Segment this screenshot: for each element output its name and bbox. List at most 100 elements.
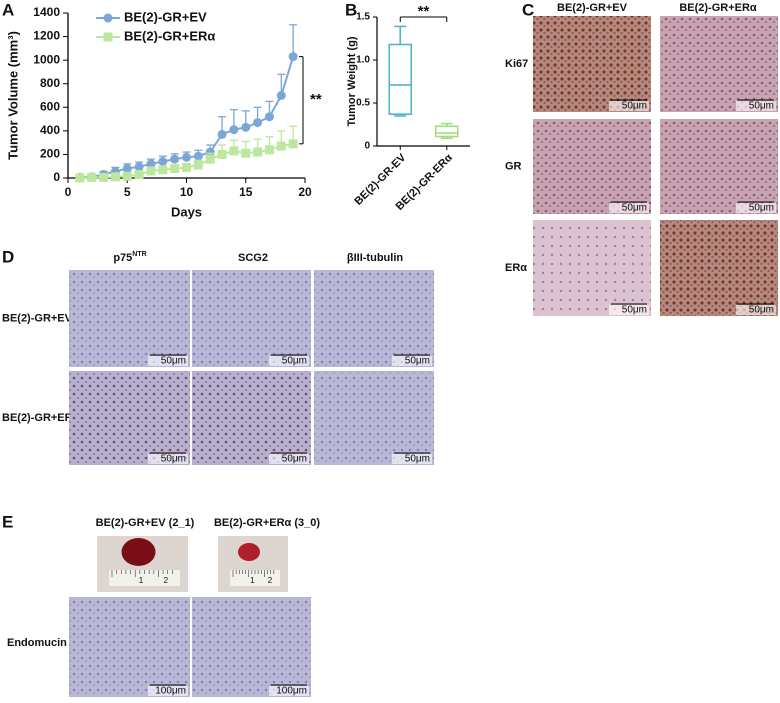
marker bbox=[146, 166, 156, 176]
marker bbox=[276, 141, 286, 151]
marker bbox=[229, 146, 239, 156]
micrograph bbox=[69, 371, 190, 465]
column-text: βIII-tubulin bbox=[347, 252, 403, 264]
significance-label: ** bbox=[418, 3, 430, 20]
micrograph bbox=[660, 119, 778, 214]
x-axis-label: Days bbox=[171, 204, 202, 219]
x-tick-label: 20 bbox=[298, 185, 312, 199]
panel-letter: A bbox=[2, 0, 14, 19]
marker bbox=[182, 152, 191, 162]
column-label: BE(2)-GR+ERα bbox=[679, 2, 757, 14]
scale-label: 50μm bbox=[282, 356, 307, 367]
panel-letter: B bbox=[345, 0, 357, 19]
micrograph bbox=[660, 220, 778, 316]
micrograph bbox=[314, 270, 434, 367]
panel-letter: C bbox=[522, 0, 534, 19]
y-tick-label: 1400 bbox=[33, 5, 60, 19]
marker bbox=[170, 154, 180, 164]
micrograph bbox=[192, 371, 311, 465]
scale-bg bbox=[148, 454, 188, 464]
row-label: ERα bbox=[505, 262, 527, 274]
marker bbox=[193, 151, 203, 161]
marker bbox=[158, 157, 168, 166]
scale-label: 100μm bbox=[155, 686, 186, 697]
column-superscript: NTR bbox=[132, 251, 146, 258]
x-tick-label: 15 bbox=[239, 185, 253, 199]
scale-label: 50μm bbox=[405, 454, 430, 465]
ruler-label: 2 bbox=[164, 576, 169, 585]
marker bbox=[110, 172, 120, 182]
box bbox=[388, 43, 413, 115]
scale-bg bbox=[736, 305, 776, 315]
column-label: BE(2)-GR+ERα (3_0) bbox=[214, 517, 320, 529]
row-label: BE(2)-GR+ERα bbox=[2, 412, 80, 424]
column-label: BE(2)-GR+EV bbox=[557, 2, 628, 14]
y-tick-label: 1.5 bbox=[356, 12, 370, 23]
scale-bg bbox=[736, 101, 776, 111]
scale-label: 50μm bbox=[749, 101, 774, 112]
marker bbox=[217, 149, 227, 159]
scale-label: 50μm bbox=[405, 356, 430, 367]
scale-bg bbox=[148, 356, 188, 366]
legend-label: BE(2)-GR+EV bbox=[124, 9, 207, 24]
marker bbox=[134, 162, 144, 172]
column-label: βIII-tubulin bbox=[347, 252, 403, 264]
marker bbox=[99, 172, 109, 182]
marker bbox=[182, 162, 191, 172]
y-tick-label: 400 bbox=[40, 123, 60, 137]
marker bbox=[241, 148, 251, 158]
x-tick-label: 10 bbox=[180, 185, 194, 199]
scale-bg bbox=[392, 356, 432, 366]
marker bbox=[288, 139, 298, 149]
y-tick-label: 1200 bbox=[33, 29, 60, 43]
marker bbox=[276, 91, 286, 100]
legend-marker bbox=[103, 32, 113, 42]
column-label: SCG2 bbox=[238, 252, 268, 264]
marker bbox=[205, 154, 215, 164]
row-label: Endomucin bbox=[7, 637, 67, 649]
legend-label: BE(2)-GR+ERα bbox=[124, 28, 215, 43]
micrograph bbox=[660, 16, 778, 112]
micrograph bbox=[192, 597, 311, 697]
ruler-label: 1 bbox=[250, 576, 255, 585]
marker bbox=[193, 160, 203, 170]
scale-label: 50μm bbox=[749, 203, 774, 214]
micrograph bbox=[192, 270, 311, 367]
micrograph bbox=[533, 119, 651, 214]
scale-label: 100μm bbox=[276, 686, 307, 697]
legend-marker bbox=[103, 13, 113, 23]
marker bbox=[158, 165, 168, 175]
box bbox=[434, 125, 459, 138]
marker bbox=[264, 112, 274, 122]
marker bbox=[229, 125, 239, 135]
scale-bg bbox=[269, 686, 309, 696]
marker bbox=[217, 129, 227, 139]
x-tick-label: 0 bbox=[65, 185, 72, 199]
row-label: GR bbox=[505, 160, 522, 172]
scale-bg bbox=[609, 305, 649, 315]
significance-label: ** bbox=[310, 91, 322, 108]
x-tick-label: 5 bbox=[124, 185, 131, 199]
marker bbox=[264, 145, 274, 155]
marker bbox=[122, 164, 132, 174]
scale-label: 50μm bbox=[161, 454, 186, 465]
y-tick-label: 0 bbox=[364, 141, 370, 152]
marker bbox=[205, 147, 215, 157]
scale-bg bbox=[609, 203, 649, 213]
panel-letter: D bbox=[2, 247, 14, 266]
micrograph bbox=[533, 220, 651, 316]
marker bbox=[241, 122, 251, 132]
column-label: BE(2)-GR+EV (2_1) bbox=[96, 517, 195, 529]
scale-label: 50μm bbox=[161, 356, 186, 367]
scale-label: 50μm bbox=[622, 203, 647, 214]
ruler-label: 2 bbox=[268, 576, 273, 585]
y-axis-label: Tumor Volume (mm³) bbox=[5, 31, 20, 160]
marker bbox=[75, 173, 85, 183]
ruler-label: 1 bbox=[139, 576, 144, 585]
row-label: Ki67 bbox=[505, 58, 528, 70]
marker bbox=[288, 52, 298, 62]
micrograph bbox=[533, 16, 651, 112]
scale-bg bbox=[148, 686, 188, 696]
y-tick-label: 800 bbox=[40, 76, 60, 90]
